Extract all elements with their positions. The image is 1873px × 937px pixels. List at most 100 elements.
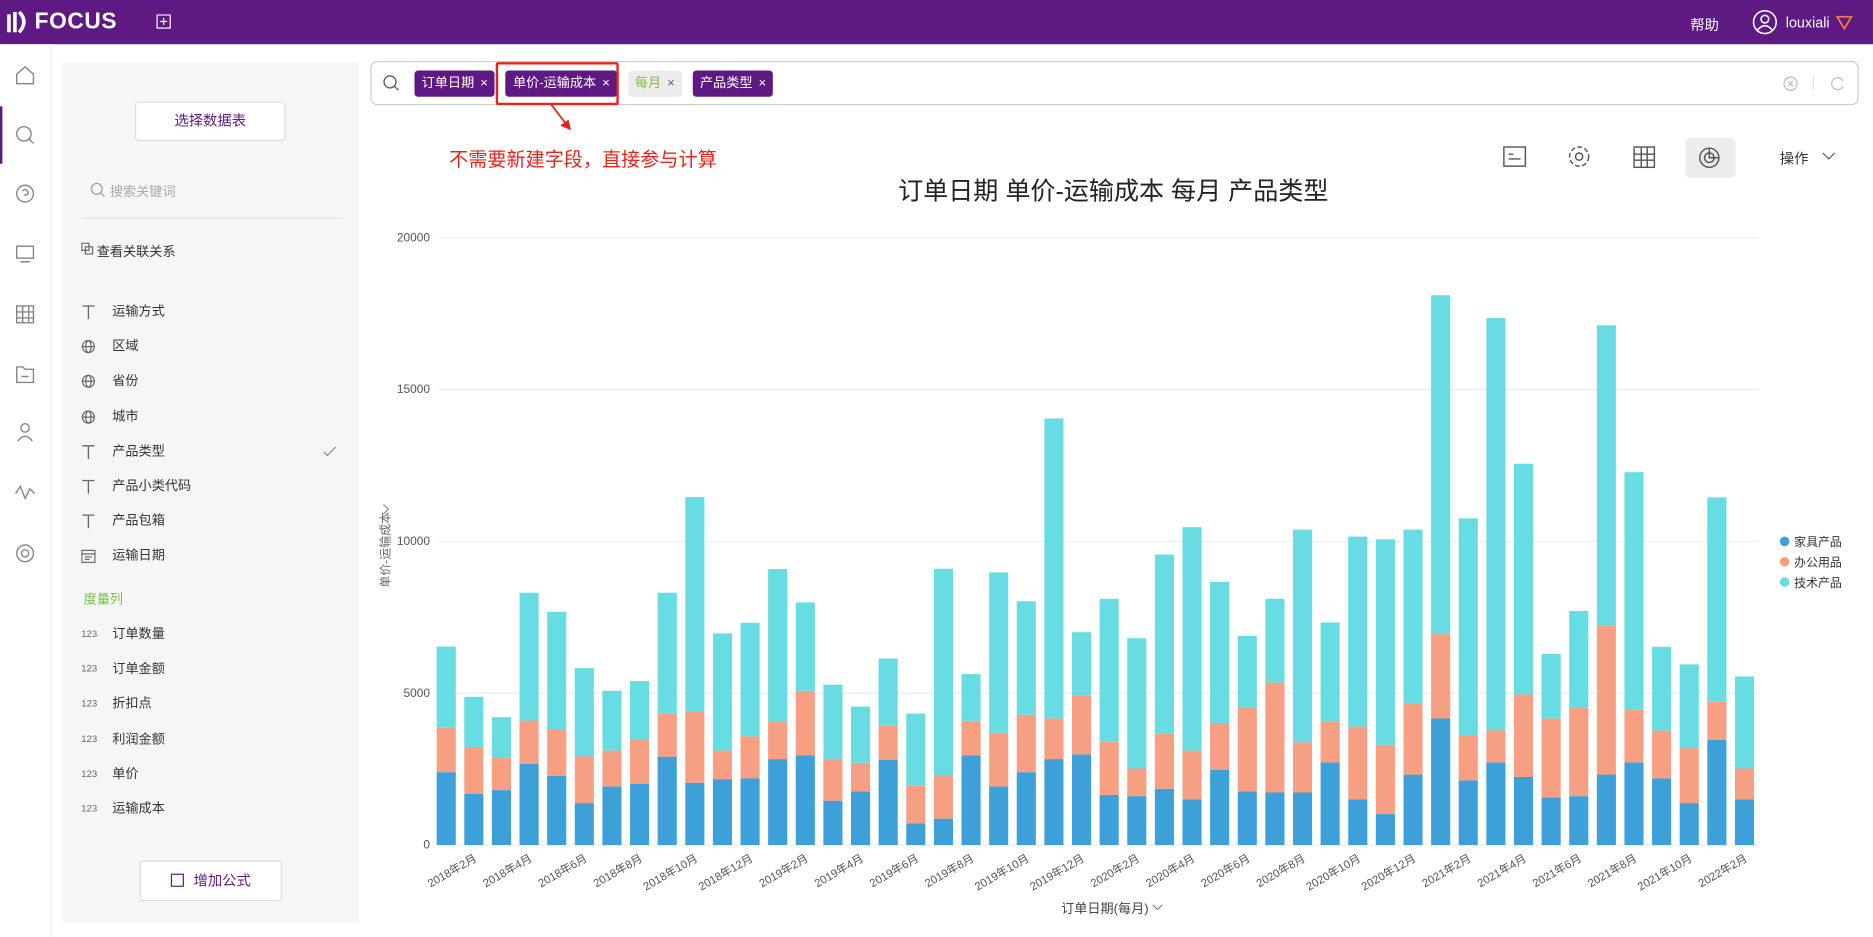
token-remove[interactable]: ×	[667, 76, 675, 91]
field-item[interactable]: 区域	[81, 335, 344, 359]
actions-menu[interactable]: 操作	[1779, 150, 1809, 168]
bar-segment	[851, 706, 871, 763]
field-type-icon: 123	[81, 803, 98, 814]
bar-segment	[740, 778, 760, 846]
bar-segment	[1237, 791, 1257, 846]
bar-segment	[989, 572, 1009, 733]
bar-segment	[1734, 676, 1755, 769]
bar-segment	[1071, 695, 1092, 755]
field-item[interactable]: 123 订单金额	[81, 658, 344, 682]
add-formula-button[interactable]: 增加公式	[139, 860, 282, 902]
bar-segment	[436, 772, 456, 846]
bar-segment	[602, 786, 622, 846]
x-tick-label: 2020年6月	[1198, 851, 1252, 890]
search-tools[interactable]	[1782, 75, 1848, 92]
field-item[interactable]: 123 订单数量	[81, 623, 344, 647]
field-type-icon: 123	[81, 768, 98, 780]
search-token[interactable]: 每月 ×	[627, 70, 683, 97]
bar-segment	[602, 690, 622, 751]
field-item[interactable]: 123 运输成本	[81, 797, 344, 821]
field-item[interactable]: 运输方式	[81, 300, 344, 324]
bar-segment	[574, 756, 594, 804]
bar-segment	[1375, 814, 1395, 846]
bar-segment	[1652, 646, 1672, 731]
bar-segment	[1734, 799, 1755, 846]
bar-segment	[906, 823, 926, 846]
user-name[interactable]: louxiali	[1785, 14, 1830, 32]
bar-segment	[685, 711, 705, 783]
bar-segment	[574, 803, 594, 846]
field-item[interactable]: 产品小类代码	[81, 474, 344, 498]
y-axis-label: 单价-运输成本	[377, 512, 392, 588]
bar-segment	[1679, 748, 1699, 804]
x-tick-label: 2019年8月	[922, 851, 976, 890]
field-name: 订单数量	[112, 627, 165, 642]
field-item[interactable]: 运输日期	[81, 544, 344, 568]
bar-segment	[547, 611, 567, 730]
legend-swatch	[1779, 556, 1790, 567]
bar-segment	[712, 750, 733, 780]
bar-segment	[1486, 730, 1506, 763]
logo: FOCUS	[34, 9, 118, 35]
bar-segment	[1569, 796, 1589, 846]
bar-segment	[1154, 733, 1174, 789]
field-item[interactable]: 省份	[81, 370, 344, 394]
field-item[interactable]: 123 利润金额	[81, 727, 344, 751]
sidebar: 选择数据表 搜索关键词 查看关联关系 运输方式区域省份城市产品类型产品小类代码产…	[62, 62, 359, 923]
bar-segment	[1265, 682, 1285, 793]
search-icon	[90, 182, 105, 198]
x-tick-label: 2020年2月	[1088, 851, 1142, 890]
bar-segment	[1182, 527, 1202, 751]
field-item[interactable]: 产品包箱	[81, 509, 344, 533]
search-token[interactable]: 订单日期 ×	[414, 70, 496, 97]
expand-arrow[interactable]	[383, 503, 390, 515]
field-name: 运输成本	[112, 801, 165, 817]
chart-toolbar[interactable]	[1499, 137, 1738, 179]
token-remove[interactable]: ×	[602, 76, 610, 91]
field-name: 利润金额	[112, 732, 165, 747]
bar-segment	[1320, 622, 1340, 722]
bar-segment	[630, 681, 650, 740]
field-item[interactable]: 123 折扣点	[81, 692, 344, 716]
token-text: 产品类型	[699, 76, 753, 91]
search-token[interactable]: 单价-运输成本 ×	[505, 70, 618, 97]
avatar[interactable]	[1752, 9, 1777, 35]
bar-segment	[768, 759, 788, 846]
bar-segment	[1431, 295, 1451, 634]
bar-segment	[989, 786, 1009, 846]
bar-segment	[1182, 799, 1202, 846]
new-tab[interactable]	[156, 14, 172, 30]
x-tick-label: 2018年6月	[535, 851, 589, 890]
select-table-button[interactable]: 选择数据表	[134, 101, 286, 142]
x-tick-label: 2018年4月	[480, 851, 534, 890]
bar-segment	[712, 779, 733, 846]
bar-segment	[1210, 722, 1230, 770]
bar-segment	[547, 729, 567, 776]
chart: 订单日期 单价-运输成本 每月 产品类型 单价-运输成本 订单日期(每月) 0 5…	[377, 178, 1842, 917]
field-name: 产品包箱	[112, 514, 165, 529]
field-type-icon	[81, 410, 95, 424]
bar-segment	[464, 696, 484, 747]
relations-link[interactable]: 查看关联关系	[96, 245, 176, 260]
field-item[interactable]: 产品类型	[81, 440, 344, 464]
bar-segment	[1596, 774, 1616, 846]
field-item[interactable]: 123 单价	[81, 762, 344, 786]
bar-segment	[1292, 529, 1313, 743]
field-item[interactable]: 城市	[81, 405, 344, 429]
bar-segment	[878, 658, 898, 726]
search-token[interactable]: 产品类型 ×	[692, 70, 774, 97]
field-search[interactable]: 搜索关键词	[109, 185, 176, 200]
x-axis-chevron[interactable]	[1152, 904, 1163, 911]
token-remove[interactable]: ×	[758, 76, 767, 91]
rail-icons[interactable]	[14, 65, 36, 567]
bar-segment	[1154, 554, 1174, 734]
bar-segment	[768, 569, 788, 723]
token-remove[interactable]: ×	[480, 76, 488, 91]
field-type-icon	[81, 375, 95, 389]
x-axis-label[interactable]: 订单日期(每月)	[1061, 901, 1148, 916]
bar-segment	[1403, 774, 1423, 846]
help[interactable]: 帮助	[1690, 16, 1719, 34]
bar-segment	[1624, 762, 1644, 846]
bar-segment	[1265, 598, 1285, 683]
